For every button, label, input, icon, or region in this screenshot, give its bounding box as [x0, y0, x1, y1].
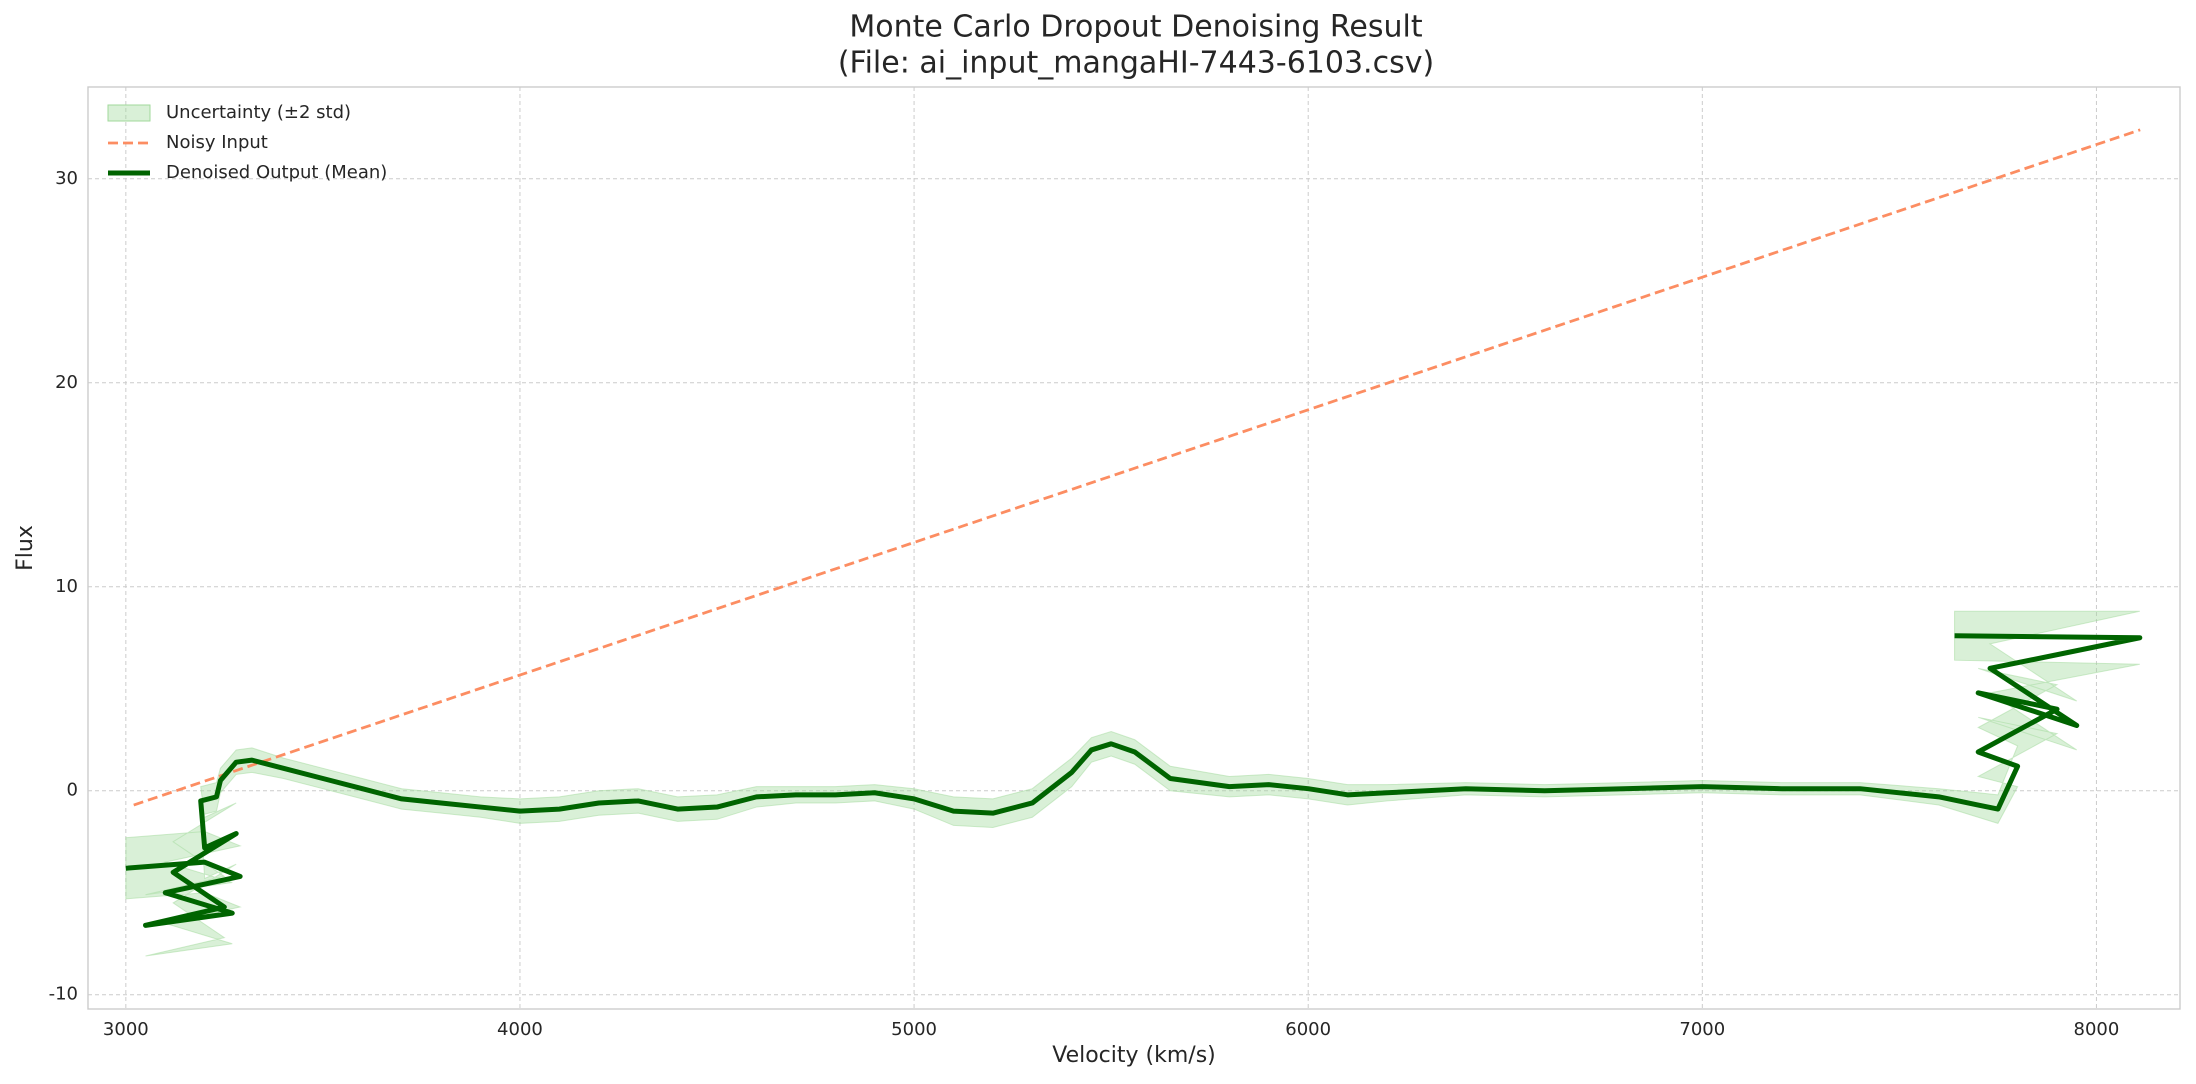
x-tick-label: 3000 [103, 1019, 149, 1040]
legend-label: Uncertainty (±2 std) [166, 102, 351, 123]
legend-label: Denoised Output (Mean) [166, 162, 387, 183]
plot-frame [87, 86, 2181, 1010]
y-axis-label: Flux [13, 525, 38, 571]
legend-label: Noisy Input [166, 132, 268, 153]
chart-title: Monte Carlo Dropout Denoising Result [849, 10, 1422, 45]
x-tick-label: 4000 [497, 1019, 543, 1040]
x-tick-label: 7000 [1679, 1019, 1725, 1040]
mean-line [125, 633, 2143, 928]
uncertainty-band [125, 610, 2140, 957]
x-tick-label: 6000 [1285, 1019, 1331, 1040]
chart-subtitle: (File: ai_input_mangaHI-7443-6103.csv) [838, 46, 1434, 81]
x-tick-label: 5000 [891, 1019, 937, 1040]
x-axis-label: Velocity (km/s) [1052, 1043, 1216, 1068]
noisy-line [133, 128, 2141, 807]
y-tick-label: -10 [49, 984, 78, 1005]
y-tick-label: 10 [55, 576, 78, 597]
x-tick-label: 8000 [2074, 1019, 2120, 1040]
y-tick-label: 0 [67, 780, 78, 801]
y-tick-label: 30 [55, 168, 78, 189]
y-tick-label: 20 [55, 372, 78, 393]
legend-swatch [107, 104, 151, 122]
